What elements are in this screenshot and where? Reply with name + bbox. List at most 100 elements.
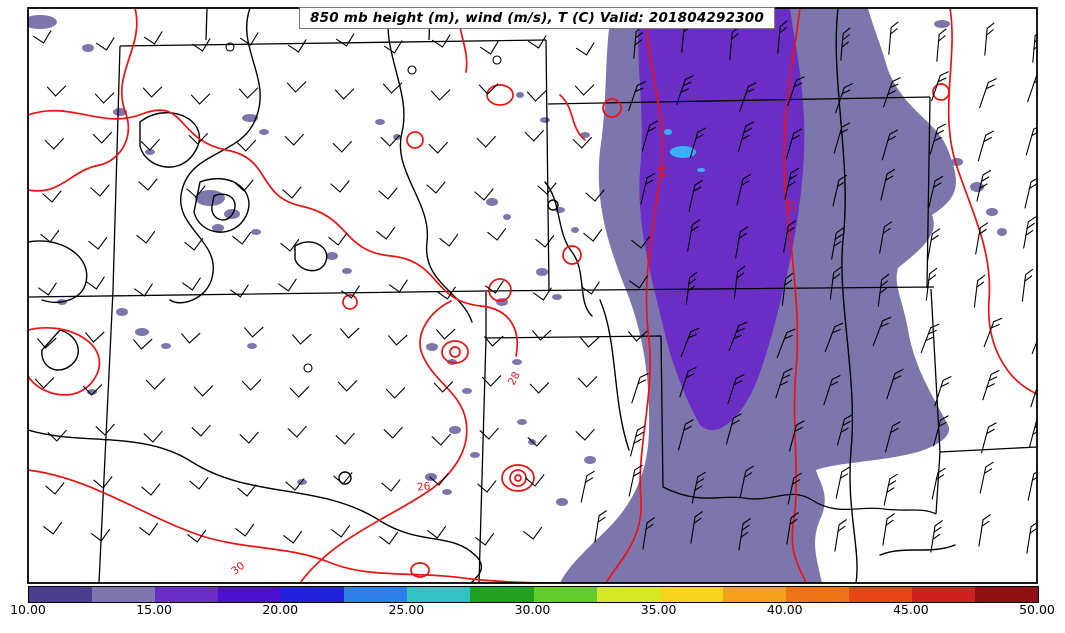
shaded-speckle xyxy=(934,20,950,28)
wind-barb xyxy=(292,333,312,345)
wind-barb xyxy=(829,266,842,300)
wind-barb xyxy=(42,190,62,203)
wind-barb xyxy=(145,378,166,390)
wind-barb xyxy=(928,175,944,208)
shaded-speckle xyxy=(82,44,94,52)
wind-barb xyxy=(181,332,201,344)
wind-barb xyxy=(383,426,403,439)
cyan-patch xyxy=(697,168,705,172)
wind-barb xyxy=(230,284,249,298)
wind-barb xyxy=(381,479,401,492)
shaded-speckle xyxy=(584,456,596,464)
wind-barb xyxy=(289,386,310,398)
wind-barb xyxy=(95,37,115,51)
shaded-speckles xyxy=(28,15,1007,506)
colorbar-segment xyxy=(29,587,93,602)
wind-barb xyxy=(529,382,550,394)
wind-barb xyxy=(979,461,994,494)
wind-barb xyxy=(335,33,355,47)
shaded-region-dark xyxy=(638,8,805,431)
wind-barb xyxy=(191,424,211,437)
wind-barb xyxy=(476,135,496,148)
wind-barb xyxy=(525,474,545,487)
wind-barb xyxy=(389,279,408,293)
shaded-speckle xyxy=(342,268,352,274)
wind-barb xyxy=(840,27,851,61)
shaded-speckle xyxy=(552,294,562,300)
wind-barb xyxy=(932,415,949,447)
colorbar-segment xyxy=(470,587,534,602)
wind-barb xyxy=(1028,416,1037,448)
wind-barb xyxy=(687,219,701,252)
wind-barb xyxy=(479,427,499,440)
wind-barb xyxy=(575,428,595,441)
colorbar-segment xyxy=(659,587,723,602)
wind-barb xyxy=(341,285,360,299)
shaded-speckle xyxy=(462,388,472,394)
wind-barb xyxy=(138,178,158,191)
wind-barb xyxy=(739,82,757,113)
wind-barb xyxy=(427,525,447,539)
wind-barb xyxy=(524,129,544,142)
shaded-speckle xyxy=(212,224,224,232)
shaded-speckle xyxy=(540,117,550,123)
wind-barb xyxy=(783,220,797,253)
colorbar-segment xyxy=(533,587,597,602)
wind-barb xyxy=(340,327,360,339)
wind-barb xyxy=(1027,468,1037,501)
wind-barb xyxy=(141,483,161,496)
wind-barb xyxy=(337,380,358,392)
wind-barb xyxy=(134,283,153,297)
wind-barb xyxy=(980,422,997,454)
wind-barb xyxy=(436,328,456,340)
state-border-line xyxy=(478,337,487,583)
wind-barb xyxy=(37,337,57,349)
wind-barb xyxy=(188,132,208,145)
wind-barb xyxy=(43,521,63,535)
colorbar-tick-label: 50.00 xyxy=(1019,602,1055,617)
wind-barb xyxy=(631,235,651,249)
wind-barb xyxy=(927,228,941,261)
wind-barb xyxy=(187,529,207,543)
state-border-line xyxy=(98,289,114,583)
wind-barb xyxy=(232,231,252,245)
wind-barb xyxy=(136,230,156,244)
wind-barb xyxy=(836,414,853,446)
wind-barb xyxy=(881,129,898,161)
colorbar-segment xyxy=(596,587,660,602)
wind-barb xyxy=(784,167,800,200)
wind-barb xyxy=(45,482,65,495)
wind-barb xyxy=(930,520,943,553)
wind-barb xyxy=(88,236,108,250)
wind-barb xyxy=(934,376,952,407)
wind-barb xyxy=(234,179,254,192)
colorbar-tick-label: 25.00 xyxy=(388,602,425,617)
wind-barb xyxy=(282,186,302,199)
wind-barb xyxy=(883,473,898,506)
wind-barb xyxy=(677,419,694,451)
shaded-speckle xyxy=(470,452,480,458)
wind-barb xyxy=(781,272,794,306)
wind-barb xyxy=(978,514,991,547)
shaded-speckle xyxy=(259,129,269,135)
colorbar-segment xyxy=(92,587,156,602)
wind-barb xyxy=(139,522,159,536)
wind-barb xyxy=(46,85,67,97)
wind-barb xyxy=(884,421,901,453)
colorbar-segment xyxy=(344,587,408,602)
wind-barb xyxy=(380,134,400,147)
wind-barb xyxy=(426,181,446,194)
wind-barb xyxy=(328,232,348,246)
wind-barb xyxy=(238,87,259,99)
wind-barb xyxy=(537,182,557,195)
wind-barb xyxy=(886,369,904,400)
wind-barb xyxy=(738,518,751,551)
wind-barb xyxy=(94,92,115,104)
wind-barb xyxy=(880,168,896,201)
wind-barb xyxy=(733,265,746,299)
shaded-speckle xyxy=(251,229,261,235)
temperature-contour-label: 16 xyxy=(784,199,797,213)
wind-barb xyxy=(184,237,204,251)
